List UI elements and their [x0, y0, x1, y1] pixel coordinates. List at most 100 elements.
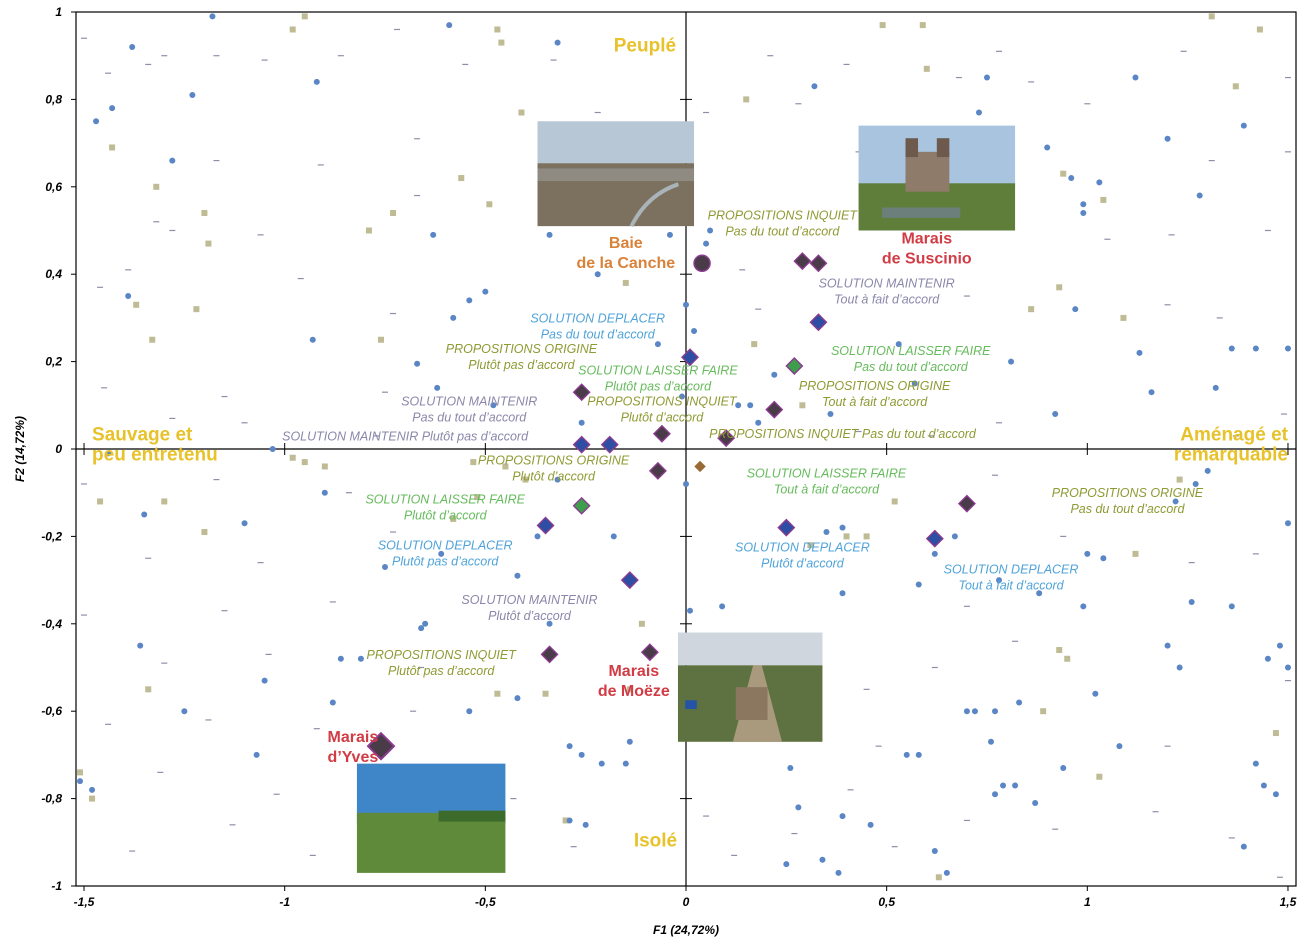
- individual-point: [450, 314, 457, 321]
- modality-label: SOLUTION LAISSER FAIRE Plutôt d’accord: [365, 493, 525, 523]
- individual-point: [823, 529, 830, 536]
- photo-tower: [905, 138, 919, 158]
- individual-point: [1204, 467, 1211, 474]
- individual-point: [578, 419, 585, 426]
- individual-square: [919, 22, 926, 29]
- site-point: [693, 254, 711, 273]
- modality-label-line: SOLUTION LAISSER FAIRE: [831, 344, 991, 358]
- x-tick-label: 0: [683, 895, 690, 909]
- individual-point: [1008, 358, 1015, 365]
- individual-point: [253, 751, 260, 758]
- modality-label-line: Plutôt d’accord: [488, 609, 572, 623]
- individual-point: [309, 336, 316, 343]
- individual-square: [1056, 284, 1063, 291]
- photo-gate: [735, 687, 768, 720]
- individual-square: [1208, 13, 1215, 20]
- individual-square: [1060, 170, 1067, 177]
- individual-square: [470, 459, 477, 466]
- modality-label-line: Plutôt pas d’accord: [605, 380, 712, 394]
- individual-point: [514, 572, 521, 579]
- photo-baie-de-la-canche: [537, 121, 695, 228]
- modality-label: SOLUTION LAISSER FAIRE Pas du tout d’acco…: [831, 344, 991, 374]
- individual-square: [133, 301, 140, 308]
- individual-point: [357, 655, 364, 662]
- individual-point: [783, 861, 790, 868]
- individual-point: [582, 821, 589, 828]
- individual-point: [554, 39, 561, 46]
- y-tick-label: -0,4: [41, 617, 62, 631]
- individual-point: [787, 765, 794, 772]
- individual-point: [719, 603, 726, 610]
- individual-point: [1164, 642, 1171, 649]
- modality-label: SOLUTION LAISSER FAIRE Plutôt pas d’accor…: [578, 364, 738, 394]
- modality-label-line: Tout à fait d’accord: [822, 395, 928, 409]
- individual-point: [1260, 782, 1267, 789]
- modality-label-line: SOLUTION MAINTENIR: [461, 593, 597, 607]
- modality-point: [540, 645, 559, 664]
- individual-point: [983, 74, 990, 81]
- individual-point: [446, 22, 453, 29]
- modality-point: [572, 435, 591, 454]
- individual-point: [1228, 603, 1235, 610]
- individual-point: [747, 402, 754, 409]
- individual-point: [1272, 791, 1279, 798]
- individual-square: [390, 210, 397, 217]
- individual-square: [201, 210, 208, 217]
- pole-label-line: Sauvage et: [92, 424, 193, 445]
- x-tick-label: 0,5: [878, 895, 895, 909]
- individual-point: [975, 109, 982, 116]
- individual-point: [209, 13, 216, 20]
- individual-square: [743, 96, 750, 103]
- individual-point: [141, 511, 148, 518]
- individual-point: [678, 393, 685, 400]
- site-label-line: d’Yves: [328, 749, 379, 766]
- individual-square: [1028, 306, 1035, 313]
- x-tick-label: 1,5: [1280, 895, 1297, 909]
- site-label-line: Baie: [609, 235, 643, 252]
- individual-square: [807, 542, 814, 549]
- individual-point: [1080, 210, 1087, 217]
- individual-square: [843, 533, 850, 540]
- y-tick-label: 0: [55, 442, 62, 456]
- individual-square: [1120, 314, 1127, 321]
- individual-point: [466, 297, 473, 304]
- modality-label-line: PROPOSITIONS ORIGINE: [478, 453, 630, 467]
- individual-square: [626, 686, 633, 693]
- modality-label-line: SOLUTION DEPLACER: [378, 539, 513, 553]
- individual-point: [1136, 349, 1143, 356]
- y-tick-label: 0,8: [45, 92, 62, 106]
- modality-label-line: SOLUTION DEPLACER: [530, 311, 665, 325]
- individual-square: [205, 240, 212, 247]
- modality-label-line: SOLUTION MAINTENIR: [401, 394, 537, 408]
- modality-label-line: SOLUTION LAISSER FAIRE: [578, 364, 738, 378]
- modality-label: PROPOSITIONS INQUIET Plutôt d’accord: [587, 394, 738, 424]
- modality-label-line: Pas du tout d’accord: [854, 360, 969, 374]
- individual-point: [1132, 74, 1139, 81]
- site-label: Baie de la Canche: [576, 235, 675, 272]
- modality-label: SOLUTION MAINTENIR Pas du tout d’accord: [401, 394, 537, 424]
- individual-point: [434, 384, 441, 391]
- photo-tower: [936, 138, 950, 158]
- individual-point: [438, 550, 445, 557]
- individual-point: [1016, 699, 1023, 706]
- individual-point: [683, 480, 689, 487]
- individual-square: [923, 65, 930, 72]
- individual-point: [546, 231, 553, 238]
- modality-label-line: SOLUTION LAISSER FAIRE: [747, 466, 907, 480]
- modality-label-line: SOLUTION MAINTENIR: [819, 276, 955, 290]
- modality-point: [793, 252, 812, 271]
- individual-point: [129, 43, 136, 50]
- individual-point: [1240, 122, 1247, 129]
- individual-point: [1000, 782, 1007, 789]
- y-tick-label: 0,6: [45, 180, 62, 194]
- modality-label-line: Plutôt d’accord: [404, 509, 488, 523]
- modality-label-line: Tout à fait d’accord: [774, 482, 880, 496]
- modality-label: SOLUTION MAINTENIR Plutôt d’accord: [461, 593, 597, 623]
- individual-point: [811, 83, 818, 90]
- modality-label-line: Pas du tout d’accord: [1070, 502, 1185, 516]
- modality-label: SOLUTION DEPLACER Tout à fait d’accord: [944, 563, 1079, 593]
- individual-square: [450, 515, 457, 522]
- pole-label: Aménagé et remarquable: [1174, 424, 1289, 465]
- individual-point: [1276, 642, 1283, 649]
